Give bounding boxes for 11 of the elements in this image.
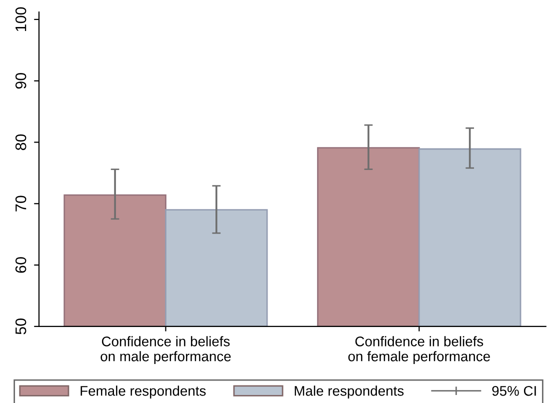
text: 95% CI [492,386,536,396]
legend-label: Male respondents [294,386,404,399]
y-tick-label: 80 [15,134,26,150]
legend-label: Female respondents [80,386,206,399]
y-tick-label: 90 [15,72,26,89]
y-tick-label: 50 [15,318,26,334]
y-tick-label: 70 [15,196,26,212]
y-tick-label: 60 [15,257,26,273]
x-tick-label: Confidence in beliefs on female performance [348,336,490,364]
y-tick-label: 100 [15,7,26,32]
x-tick-label: Confidence in beliefs on male performance [100,336,231,364]
